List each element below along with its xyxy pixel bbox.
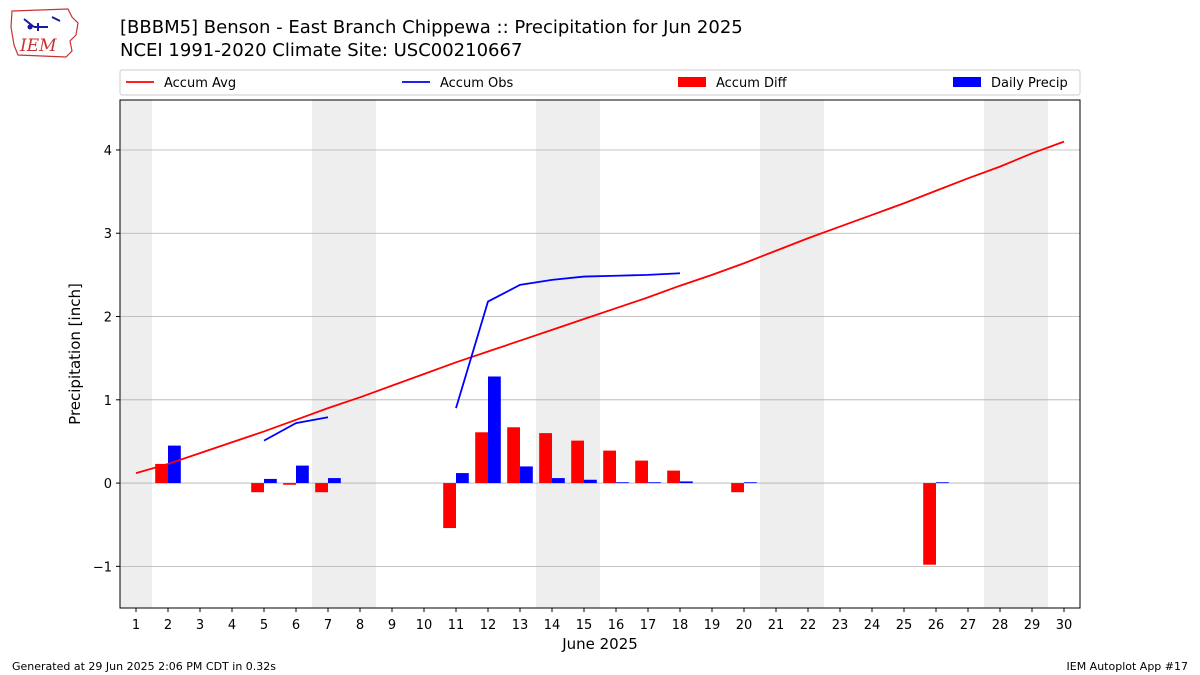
accum-diff-bar-day-12 xyxy=(475,432,488,484)
x-tick-label-23: 24 xyxy=(864,618,881,633)
accum-diff-bar-day-6 xyxy=(283,483,296,485)
x-tick-label-19: 20 xyxy=(736,618,753,633)
x-tick-label-3: 4 xyxy=(228,618,236,633)
x-tick-label-15: 16 xyxy=(608,618,625,633)
accum-avg-line xyxy=(135,140,1065,474)
iowa-outline-icon xyxy=(10,8,79,58)
chart-title: [BBBM5] Benson - East Branch Chippewa ::… xyxy=(120,17,743,38)
accum-diff-bar-day-20 xyxy=(731,483,744,493)
accum-diff-bar-day-14 xyxy=(539,433,552,484)
chart-subtitle: NCEI 1991-2020 Climate Site: USC00210667 xyxy=(120,40,523,61)
plot-frame xyxy=(119,99,1081,609)
daily-precip-bar-day-5 xyxy=(264,478,277,484)
accum-diff-bar-day-7 xyxy=(315,483,328,493)
weather-symbols-icon xyxy=(23,16,61,31)
x-tick-label-17: 18 xyxy=(672,618,689,633)
x-tick-label-20: 21 xyxy=(768,618,785,633)
accum-diff-bar-day-5 xyxy=(251,483,264,493)
legend-label-accum-avg: Accum Avg xyxy=(164,76,236,91)
x-tick-label-28: 29 xyxy=(1024,618,1041,633)
x-tick-label-22: 23 xyxy=(832,618,849,633)
daily-precip-bar-day-15 xyxy=(584,479,597,484)
accum-diff-bar-day-16 xyxy=(603,450,616,484)
weekend-shade-3 xyxy=(760,100,824,608)
legend: Accum Avg Accum Obs Accum Diff Daily Precip xyxy=(119,69,1081,96)
daily-precip-bar-day-11 xyxy=(456,473,469,484)
y-tick-label-0: −1 xyxy=(93,560,112,575)
accum-diff-bar-day-13 xyxy=(507,427,520,484)
accum-diff-bar-day-18 xyxy=(667,470,680,484)
iem-logo: IEM xyxy=(10,8,79,58)
accum-obs-line-0 xyxy=(263,416,329,442)
x-tick-label-25: 26 xyxy=(928,618,945,633)
x-tick-label-13: 14 xyxy=(544,618,561,633)
y-tick-label-2: 1 xyxy=(104,394,112,409)
x-tick-label-27: 28 xyxy=(992,618,1009,633)
daily-precip-bar-day-20 xyxy=(744,482,757,484)
weekend-shade-2 xyxy=(536,100,600,608)
logo-text: IEM xyxy=(19,36,57,56)
daily-precip-bar-day-7 xyxy=(328,478,341,484)
x-tick-label-6: 7 xyxy=(324,618,332,633)
x-tick-label-7: 8 xyxy=(356,618,364,633)
y-tick-label-1: 0 xyxy=(104,477,112,492)
weekend-shade-4 xyxy=(984,100,1048,608)
x-tick-label-14: 15 xyxy=(576,618,593,633)
x-tick-label-18: 19 xyxy=(704,618,721,633)
weekend-shade-0 xyxy=(120,100,152,608)
x-tick-label-5: 6 xyxy=(292,618,300,633)
legend-box xyxy=(119,69,1081,96)
x-axis-label: June 2025 xyxy=(561,635,638,653)
daily-precip-bar-day-6 xyxy=(296,465,309,484)
x-tick-label-9: 10 xyxy=(416,618,433,633)
daily-precip-bar-day-18 xyxy=(680,481,693,484)
x-tick-label-21: 22 xyxy=(800,618,817,633)
y-tick-label-5: 4 xyxy=(104,144,112,159)
daily-precip-bar-day-12 xyxy=(488,376,501,484)
daily-precip-bar-day-26 xyxy=(936,482,949,484)
legend-swatch-accum-diff xyxy=(678,77,706,87)
footer-app: IEM Autoplot App #17 xyxy=(1066,660,1189,673)
x-tick-label-24: 25 xyxy=(896,618,913,633)
legend-swatch-daily-precip xyxy=(953,77,981,87)
legend-label-accum-diff: Accum Diff xyxy=(716,76,788,91)
x-tick-label-4: 5 xyxy=(260,618,268,633)
legend-label-daily-precip: Daily Precip xyxy=(991,76,1068,91)
x-tick-label-2: 3 xyxy=(196,618,204,633)
x-tick-label-11: 12 xyxy=(480,618,497,633)
y-axis-label: Precipitation [inch] xyxy=(66,283,84,425)
daily-precip-bar-day-2 xyxy=(168,445,181,484)
x-tick-label-16: 17 xyxy=(640,618,657,633)
accum-diff-bar-day-26 xyxy=(923,483,936,565)
x-tick-label-26: 27 xyxy=(960,618,977,633)
x-tick-label-12: 13 xyxy=(512,618,529,633)
accum-diff-bar-day-11 xyxy=(443,483,456,529)
legend-label-accum-obs: Accum Obs xyxy=(440,76,513,91)
x-tick-label-8: 9 xyxy=(388,618,396,633)
y-tick-label-3: 2 xyxy=(104,311,112,326)
weekend-shade-1 xyxy=(312,100,376,608)
daily-precip-bar-day-17 xyxy=(648,482,661,484)
accum-obs-line-1 xyxy=(455,272,681,409)
x-tick-label-1: 2 xyxy=(164,618,172,633)
accum-diff-bar-day-15 xyxy=(571,440,584,484)
accum-diff-bar-day-17 xyxy=(635,460,648,484)
daily-precip-bar-day-14 xyxy=(552,478,565,484)
x-tick-label-29: 30 xyxy=(1056,618,1073,633)
x-tick-label-0: 1 xyxy=(132,618,140,633)
daily-precip-bar-day-16 xyxy=(616,482,629,484)
daily-precip-bar-day-13 xyxy=(520,466,533,484)
x-tick-label-10: 11 xyxy=(448,618,465,633)
footer-generated: Generated at 29 Jun 2025 2:06 PM CDT in … xyxy=(12,660,277,673)
accum-diff-bar-day-2 xyxy=(155,463,168,484)
y-tick-label-4: 3 xyxy=(104,227,112,242)
